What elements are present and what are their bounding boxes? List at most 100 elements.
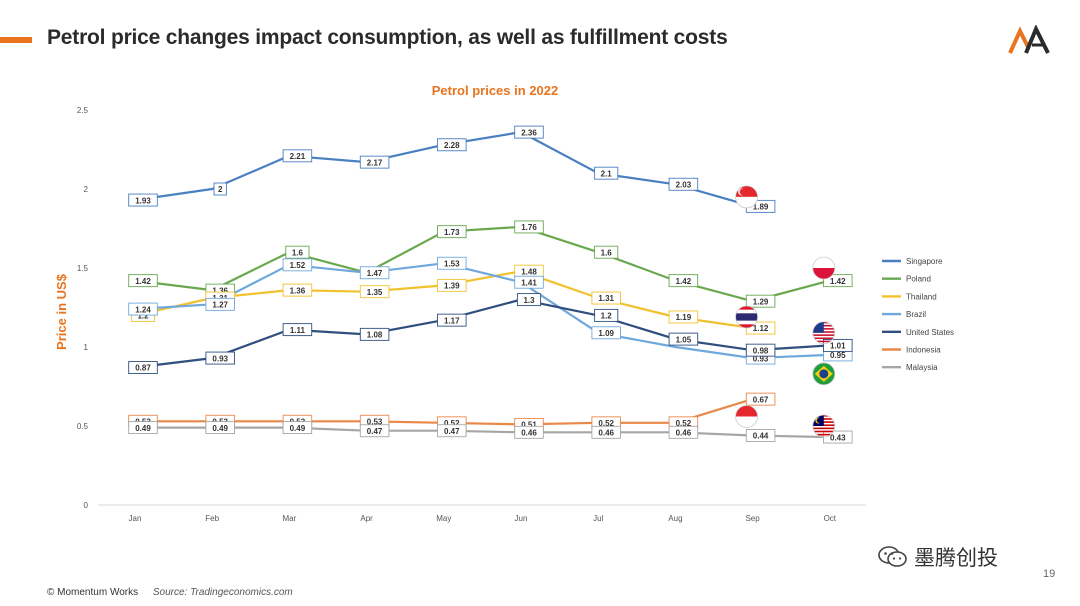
x-tick-label: Jul — [593, 514, 603, 523]
data-label-box — [285, 245, 310, 259]
x-tick-label: Jan — [129, 514, 142, 523]
data-label: 0.46 — [514, 425, 544, 439]
data-label: 1.17 — [437, 313, 467, 327]
data-label: 1.48 — [514, 264, 544, 278]
data-label-text: 1.73 — [444, 228, 460, 237]
data-label-box — [591, 291, 621, 305]
data-label-text: 2.17 — [367, 158, 383, 167]
data-label-text: 1.76 — [521, 223, 537, 232]
y-axis-label: Price in US$ — [54, 273, 69, 350]
data-label-box — [282, 323, 313, 337]
legend-item-brazil: Brazil — [882, 310, 926, 319]
data-label-text: 1.35 — [367, 288, 383, 297]
data-label-box — [668, 310, 699, 324]
series-line-malaysia — [133, 426, 831, 439]
data-label: 1.93 — [128, 193, 158, 207]
data-label-text: 1.42 — [135, 277, 151, 286]
data-label-box — [668, 425, 699, 439]
watermark-text: 墨腾创投 — [914, 546, 998, 570]
data-label: 0.93 — [205, 351, 235, 365]
data-label-text: 1.48 — [521, 267, 537, 276]
data-label-box — [128, 193, 158, 207]
data-label-box — [745, 343, 776, 357]
data-label-text: 1.29 — [753, 297, 769, 306]
data-label-box — [514, 275, 544, 289]
data-label: 1.31 — [591, 291, 621, 305]
data-label-text: 2.21 — [290, 152, 306, 161]
data-label: 1.52 — [282, 258, 313, 272]
data-label-box — [359, 285, 390, 299]
data-label-box — [282, 283, 313, 297]
legend-label: Thailand — [906, 292, 937, 301]
data-label-text: 1.42 — [676, 277, 692, 286]
data-label-text: 1.36 — [290, 286, 306, 295]
x-tick-label: Apr — [360, 514, 373, 523]
data-label-text: 0.49 — [212, 424, 228, 433]
data-label-text: 0.47 — [444, 427, 460, 436]
series-line-brazil — [133, 262, 831, 360]
x-tick-label: May — [436, 514, 451, 523]
data-label-box — [745, 294, 776, 308]
data-label-text: 1.24 — [135, 305, 151, 314]
data-label-text: 0.44 — [753, 432, 769, 441]
data-label: 0.98 — [745, 343, 776, 357]
data-label-text: 0.49 — [135, 424, 151, 433]
data-label: 0.46 — [668, 425, 699, 439]
data-label-box — [359, 327, 390, 341]
data-label: 1.27 — [205, 297, 235, 311]
data-label-box — [514, 220, 544, 234]
data-label: 0.67 — [745, 392, 776, 406]
data-label-box — [437, 278, 467, 292]
data-label-text: 0.46 — [521, 429, 537, 438]
x-tick-label: Mar — [283, 514, 297, 523]
data-label: 1.42 — [128, 274, 158, 288]
data-label-text: 0.47 — [367, 427, 383, 436]
data-label-box — [594, 245, 619, 259]
data-label-box — [128, 302, 158, 316]
data-label-text: 1.36 — [212, 286, 228, 295]
y-tick-label: 0 — [84, 501, 89, 510]
data-label-text: 0.95 — [830, 351, 846, 360]
data-label: 1.05 — [668, 332, 699, 346]
legend-label: United States — [906, 328, 954, 337]
data-label-text: 0.43 — [830, 433, 846, 442]
data-label-text: 1.41 — [521, 278, 537, 287]
data-label-text: 0.46 — [598, 429, 614, 438]
data-label-box — [591, 425, 621, 439]
data-label-box — [282, 149, 313, 163]
data-label-box — [282, 258, 313, 272]
data-label-box — [128, 274, 158, 288]
data-label-box — [745, 392, 776, 406]
wechat-icon — [878, 546, 907, 567]
data-label: 1.09 — [591, 326, 621, 340]
data-label-box — [205, 351, 235, 365]
data-label: 1.6 — [285, 245, 310, 259]
y-tick-label: 0.5 — [77, 422, 89, 431]
data-label-text: 0.52 — [676, 419, 692, 428]
data-label-text: 1.09 — [598, 329, 614, 338]
data-label-box — [591, 326, 621, 340]
data-label: 1.35 — [359, 285, 390, 299]
data-label-box — [594, 166, 619, 180]
data-label: 0.44 — [745, 429, 776, 442]
data-label: 1.19 — [668, 310, 699, 324]
x-tick-label: Aug — [668, 514, 682, 523]
legend-item-poland: Poland — [882, 275, 931, 284]
legend-label: Malaysia — [906, 363, 938, 372]
data-label: 1.42 — [823, 274, 853, 288]
data-label-box — [437, 138, 467, 152]
data-label: 1.6 — [594, 245, 619, 259]
data-label: 0.43 — [823, 430, 853, 444]
data-label-text: 1.52 — [290, 261, 306, 270]
data-label-text: 0.93 — [753, 354, 769, 363]
data-label-box — [437, 313, 467, 327]
data-label-text: 1.01 — [830, 342, 846, 351]
legend-item-united-states: United States — [882, 328, 954, 337]
data-label-box — [128, 421, 158, 435]
data-label: 1.3 — [516, 293, 542, 307]
data-label: 1.29 — [745, 294, 776, 308]
data-label-text: 1.19 — [676, 313, 692, 322]
y-tick-label: 2 — [84, 185, 89, 194]
data-label: 1.24 — [128, 302, 158, 316]
data-label: 1.11 — [282, 323, 313, 337]
